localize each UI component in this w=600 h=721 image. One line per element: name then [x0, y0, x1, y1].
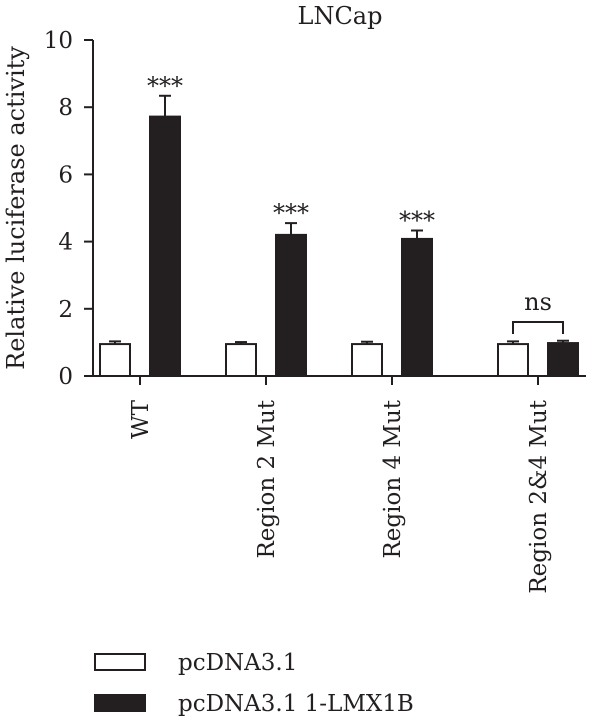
bar-series — [99, 340, 529, 377]
bar — [497, 343, 529, 377]
x-axis: WT Region 2 Mut Region 4 Mut Region 2&4 Mut — [93, 375, 586, 594]
legend-item: pcDNA3.1 — [94, 650, 297, 676]
x-tick-label: Region 2 Mut — [254, 399, 280, 558]
y-axis: 0 2 4 6 8 10 — [44, 28, 94, 390]
significance-label: *** — [147, 72, 183, 100]
y-tick-label: 8 — [58, 95, 73, 121]
x-tick-label: Region 4 Mut — [380, 399, 406, 558]
bar — [149, 115, 181, 377]
legend-label: pcDNA3.1 1-LMX1B — [178, 691, 414, 717]
significance-annotations: *** *** *** ns — [147, 72, 564, 334]
bar-series-group — [99, 94, 579, 377]
y-tick-label: 6 — [58, 162, 73, 188]
bar-series — [149, 94, 579, 377]
y-tick-label: 2 — [58, 297, 73, 323]
bar — [99, 343, 131, 377]
legend-item: pcDNA3.1 1-LMX1B — [94, 691, 414, 717]
x-tick-label: WT — [128, 399, 154, 439]
legend: pcDNA3.1 pcDNA3.1 1-LMX1B — [94, 650, 414, 717]
x-tick-label: Region 2&4 Mut — [526, 399, 552, 593]
significance-label: ns — [524, 288, 552, 316]
legend-swatch — [94, 694, 146, 712]
y-tick-label: 4 — [58, 230, 73, 256]
bar — [225, 343, 257, 377]
legend-label: pcDNA3.1 — [178, 650, 297, 676]
bar — [351, 343, 383, 377]
bar — [547, 342, 579, 377]
y-tick-label: 10 — [44, 28, 73, 54]
bar — [401, 237, 433, 377]
bar — [275, 233, 307, 377]
y-axis-title: Relative luciferase activity — [2, 46, 30, 370]
significance-label: *** — [399, 207, 435, 235]
significance-label: *** — [273, 199, 309, 227]
y-tick-label: 0 — [58, 364, 73, 390]
significance-bracket — [512, 321, 564, 334]
chart-title: LNCap — [298, 2, 383, 30]
legend-swatch — [94, 653, 146, 671]
